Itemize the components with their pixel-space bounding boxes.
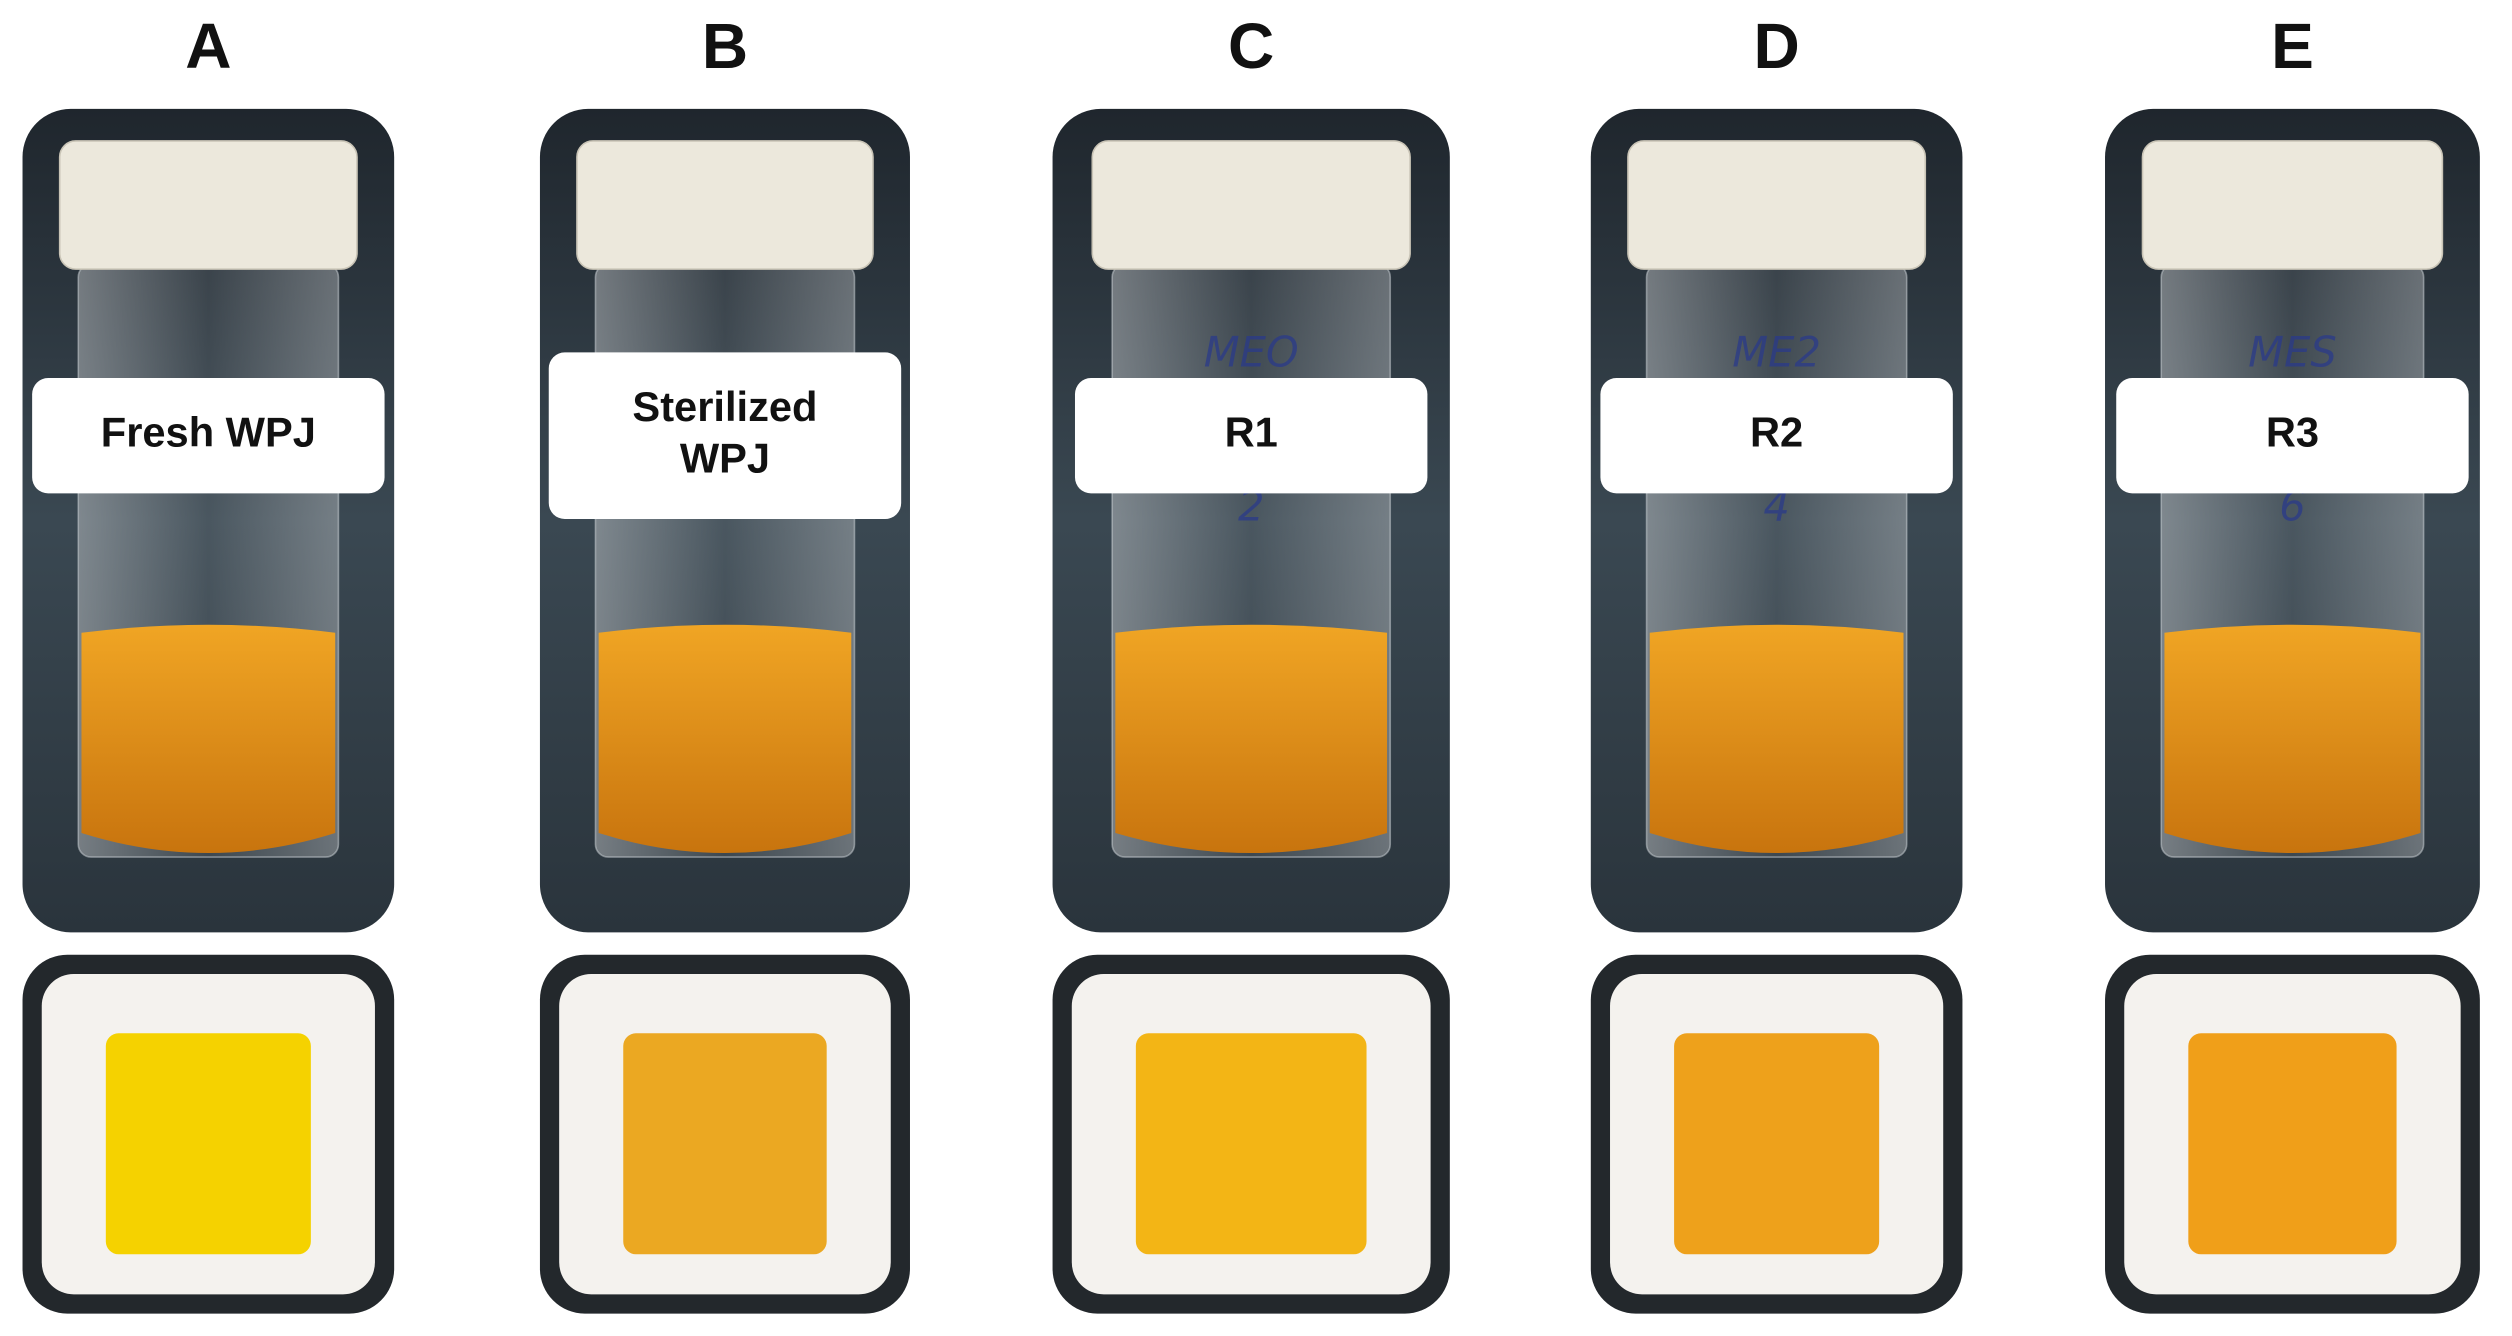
dish-juice bbox=[623, 1033, 827, 1255]
label-text: R1 bbox=[1225, 409, 1278, 456]
label-box bbox=[548, 352, 902, 520]
juice bbox=[1115, 624, 1388, 854]
cap bbox=[576, 140, 874, 270]
dish-juice bbox=[1135, 1033, 1367, 1255]
label-text: WPJ bbox=[680, 434, 770, 481]
label-box bbox=[1074, 378, 1428, 494]
panel-letter: E bbox=[2271, 10, 2314, 82]
handwriting: ME2 bbox=[1732, 328, 1821, 377]
label-text: Sterilized bbox=[632, 383, 817, 430]
juice bbox=[1649, 624, 1904, 854]
label-box bbox=[2116, 378, 2469, 494]
panel-letter: D bbox=[1753, 10, 1799, 82]
label-text: R3 bbox=[2266, 409, 2319, 456]
panel-letter: C bbox=[1228, 10, 1274, 82]
juice bbox=[598, 624, 852, 854]
cap bbox=[58, 140, 358, 270]
dish-juice bbox=[2188, 1033, 2397, 1255]
label-text: R2 bbox=[1750, 409, 1803, 456]
dish-juice bbox=[105, 1033, 311, 1255]
label-box bbox=[32, 378, 385, 494]
cap bbox=[1627, 140, 1927, 270]
juice bbox=[2164, 624, 2421, 854]
panel-letter: B bbox=[702, 10, 748, 82]
label-box bbox=[1600, 378, 1953, 494]
cap bbox=[1091, 140, 1411, 270]
dish-juice bbox=[1674, 1033, 1880, 1255]
cap bbox=[2141, 140, 2444, 270]
panel-letter: A bbox=[185, 10, 231, 82]
juice bbox=[81, 624, 336, 854]
handwriting: MEO bbox=[1204, 328, 1299, 377]
handwriting: MES bbox=[2248, 328, 2337, 377]
label-text: Fresh WPJ bbox=[101, 409, 316, 456]
